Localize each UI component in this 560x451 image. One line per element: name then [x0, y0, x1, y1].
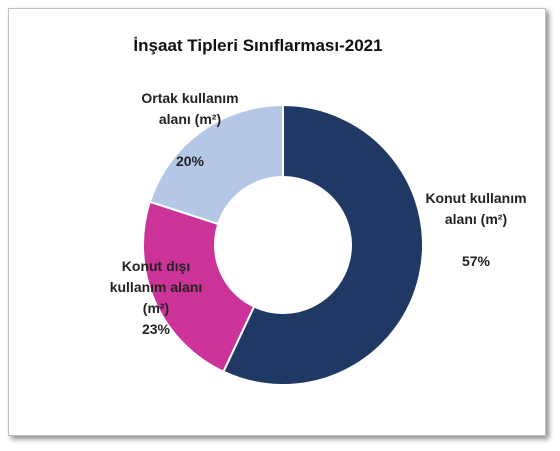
category-label: Konut kullanım alanı (m²) — [425, 190, 527, 227]
value-label: 57% — [461, 253, 491, 269]
value-label: 20% — [175, 153, 205, 169]
category-label: Konut dışı kullanım alanı (m²) — [109, 258, 203, 316]
category-label: Ortak kullanım alanı (m²) — [141, 90, 239, 127]
donut-segment — [142, 200, 256, 374]
chart-title: İnşaat Tipleri Sınıflarması-2021 — [133, 36, 383, 55]
donut-segment — [222, 103, 424, 386]
value-label: 23% — [141, 321, 171, 337]
donut-segment — [148, 103, 284, 226]
